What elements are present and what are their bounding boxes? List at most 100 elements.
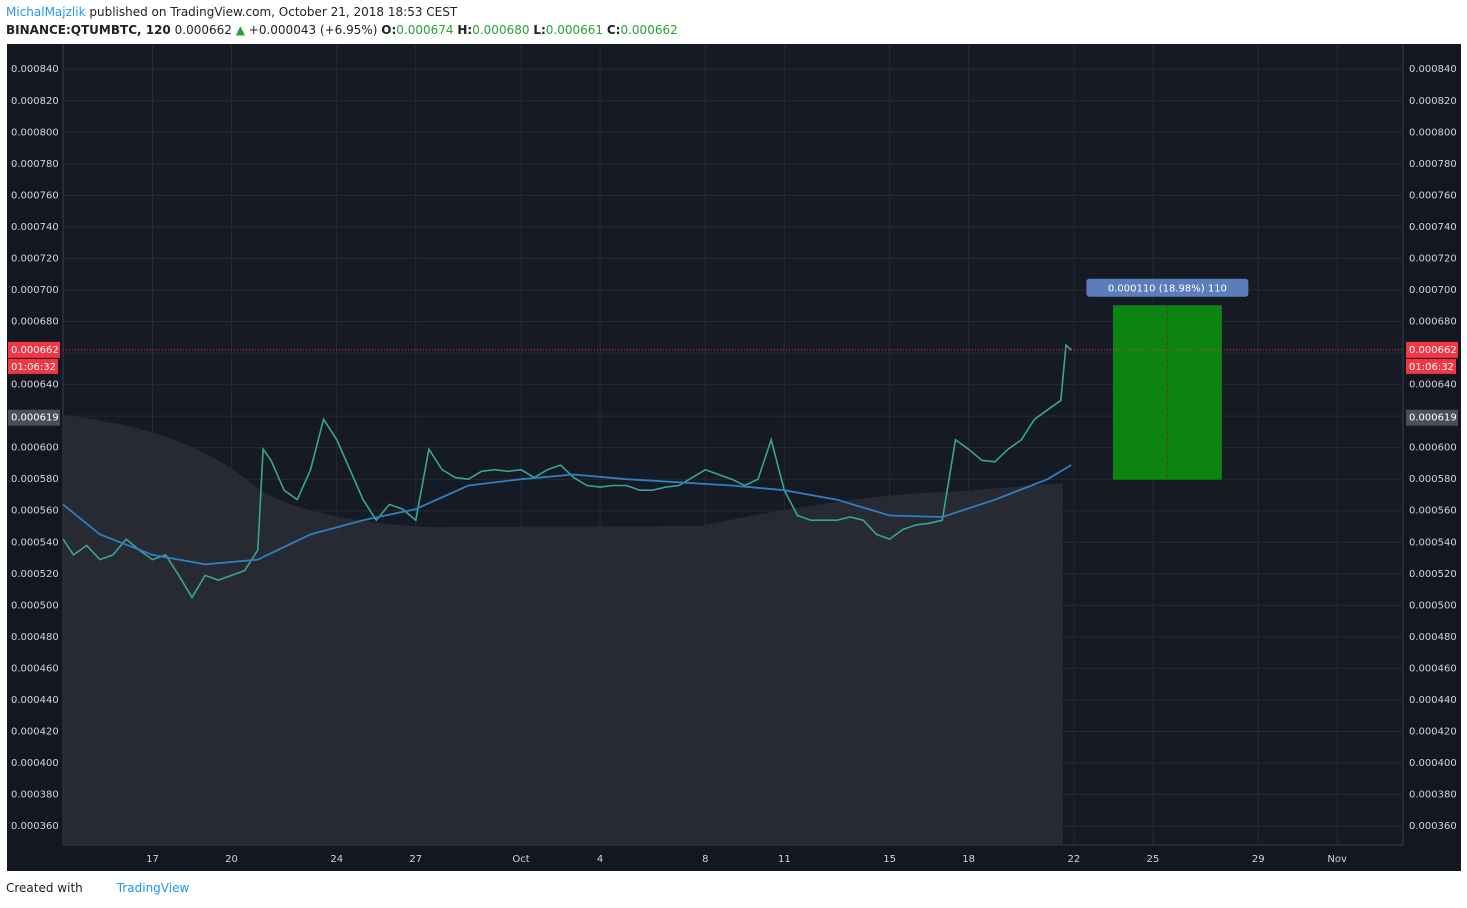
x-tick-label: Nov — [1327, 854, 1347, 865]
open-label: O: — [381, 23, 397, 37]
y-tick-label: 0.000440 — [11, 695, 59, 706]
x-tick-label: 29 — [1252, 854, 1265, 865]
x-tick-label: 8 — [702, 854, 708, 865]
y-tick-label: 0.000700 — [11, 285, 59, 296]
y-tick-label-right: 0.000580 — [1409, 474, 1457, 485]
y-tick-label-right: 0.000460 — [1409, 663, 1457, 674]
y-tick-label-right: 0.000380 — [1409, 790, 1457, 801]
x-tick-label: 11 — [778, 854, 791, 865]
close: 0.000662 — [620, 23, 678, 37]
chart: 0.000360 0.000360 0.000380 0.000380 0.000400… — [7, 44, 1461, 871]
y-tick-label: 0.000560 — [11, 506, 59, 517]
close-label: C: — [606, 23, 621, 37]
symbol: BINANCE:QTUMBTC, 120 — [6, 23, 171, 37]
marks: 0.000360 0.000360 0.000380 0.000380 0.000400… — [8, 64, 1458, 865]
symbol-line: BINANCE:QTUMBTC, 120 0.000662 ▲ +0.00004… — [6, 21, 678, 39]
y-tick-label-right: 0.000600 — [1409, 443, 1457, 454]
y-tick-label-right: 0.000760 — [1409, 190, 1457, 201]
y-tick-label: 0.000680 — [11, 317, 59, 328]
y-tick-label: 0.000360 — [11, 821, 59, 832]
high-label: H: — [457, 23, 473, 37]
y-tick-label: 0.000480 — [11, 632, 59, 643]
y-tick-label: 0.000420 — [11, 726, 59, 737]
last-price-tag-right-timer-bg — [1406, 358, 1456, 374]
x-tick-label: 22 — [1068, 854, 1081, 865]
y-tick-label-right: 0.000500 — [1409, 600, 1457, 611]
y-tick-label-right: 0.000400 — [1409, 758, 1457, 769]
y-tick-label-right: 0.000780 — [1409, 159, 1457, 170]
brand-link[interactable]: TradingView — [116, 881, 190, 895]
x-tick-label: 18 — [962, 854, 975, 865]
y-tick-label-right: 0.000440 — [1409, 695, 1457, 706]
y-tick-label-right: 0.000800 — [1409, 127, 1457, 138]
created-with: Created with — [6, 881, 83, 895]
y-tick-label: 0.000640 — [11, 380, 59, 391]
published: published on TradingView.com, October 21… — [89, 5, 458, 19]
x-tick-label: 4 — [597, 854, 603, 865]
x-tick-label: 24 — [330, 854, 343, 865]
y-tick-label: 0.000780 — [11, 159, 59, 170]
y-tick-label-right: 0.000820 — [1409, 96, 1457, 107]
y-tick-label: 0.000840 — [11, 64, 59, 75]
y-tick-label: 0.000500 — [11, 600, 59, 611]
y-tick-label: 0.000400 — [11, 758, 59, 769]
last-price-tag-left-bg — [8, 341, 60, 358]
x-tick-label: Oct — [512, 854, 529, 865]
y-tick-label: 0.000720 — [11, 253, 59, 264]
price: 0.000662 — [174, 23, 232, 37]
y-tick-label: 0.000540 — [11, 537, 59, 548]
author-link[interactable]: MichalMajzlik — [6, 5, 86, 19]
y-tick-label-right: 0.000740 — [1409, 222, 1457, 233]
marker-price-tag-right: 0.000619 — [1409, 413, 1457, 424]
header: MichalMajzlik published on TradingView.c… — [6, 3, 678, 39]
x-tick-label: 27 — [409, 854, 422, 865]
x-tick-label: 25 — [1147, 854, 1160, 865]
y-tick-label-right: 0.000540 — [1409, 537, 1457, 548]
y-tick-label-right: 0.000680 — [1409, 317, 1457, 328]
x-tick-label: 15 — [883, 854, 896, 865]
marker-price-tag-left: 0.000619 — [11, 413, 59, 424]
y-tick-label: 0.000820 — [11, 96, 59, 107]
last-price-tag-right-bg — [1406, 341, 1458, 358]
y-tick-label-right: 0.000560 — [1409, 506, 1457, 517]
y-tick-label: 0.000800 — [11, 127, 59, 138]
y-tick-label-right: 0.000520 — [1409, 569, 1457, 580]
y-tick-label-right: 0.000720 — [1409, 253, 1457, 264]
price-line — [62, 343, 1072, 599]
y-tick-label: 0.000380 — [11, 790, 59, 801]
open: 0.000674 — [396, 23, 454, 37]
y-tick-label: 0.000460 — [11, 663, 59, 674]
y-tick-label-right: 0.000840 — [1409, 64, 1457, 75]
y-tick-label-right: 0.000420 — [1409, 726, 1457, 737]
last-price-tag-left: 0.000662 — [11, 345, 59, 356]
change: +0.000043 (+6.95%) — [248, 23, 378, 37]
x-tick-label: 17 — [146, 854, 159, 865]
volume-profile-area — [63, 415, 1063, 845]
low: 0.000661 — [545, 23, 604, 37]
publish-line: MichalMajzlik published on TradingView.c… — [6, 3, 678, 21]
footer: Created with TradingView — [6, 881, 189, 895]
high: 0.000680 — [472, 23, 530, 37]
price-line — [62, 464, 1072, 566]
measure-label: 0.000110 (18.98%) 110 — [1108, 284, 1227, 295]
y-tick-label: 0.000760 — [11, 190, 59, 201]
y-tick-label-right: 0.000700 — [1409, 285, 1457, 296]
y-tick-label: 0.000740 — [11, 222, 59, 233]
arrow: ▲ — [235, 23, 245, 37]
measure-label-bg — [1086, 278, 1249, 297]
y-tick-label-right: 0.000640 — [1409, 380, 1457, 391]
marker-price-tag-left-bg — [8, 409, 60, 426]
last-price-tag-left-timer-bg — [8, 358, 58, 374]
y-tick-label-right: 0.000480 — [1409, 632, 1457, 643]
y-tick-label: 0.000600 — [11, 443, 59, 454]
low-label: L: — [533, 23, 546, 37]
y-tick-label: 0.000580 — [11, 474, 59, 485]
last-price-tag-left-timer: 01:06:32 — [11, 362, 56, 373]
x-tick-label: 20 — [225, 854, 238, 865]
last-price-tag-right-timer: 01:06:32 — [1409, 362, 1454, 373]
last-price-tag-right: 0.000662 — [1409, 345, 1457, 356]
y-tick-label-right: 0.000360 — [1409, 821, 1457, 832]
marker-price-tag-right-bg — [1406, 409, 1458, 426]
y-tick-label: 0.000520 — [11, 569, 59, 580]
